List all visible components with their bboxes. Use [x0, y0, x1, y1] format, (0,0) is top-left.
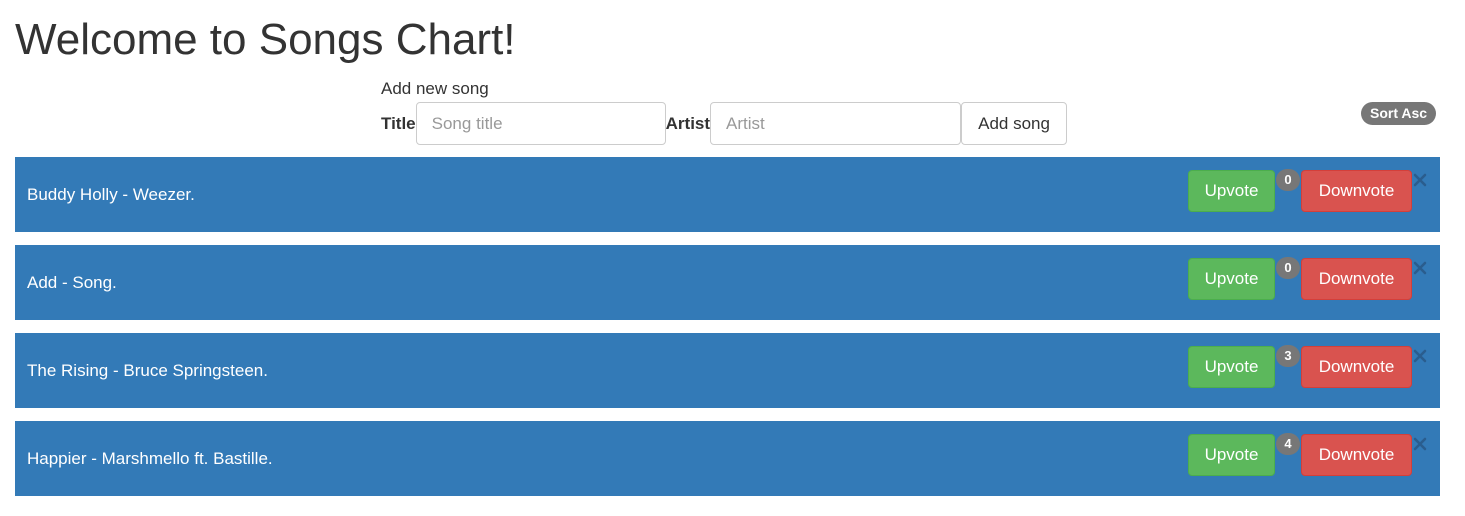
add-song-form: Add new song Title Artist Add song — [381, 78, 1068, 145]
upvote-button[interactable]: Upvote — [1188, 434, 1275, 476]
upvote-button[interactable]: Upvote — [1188, 258, 1275, 300]
downvote-button[interactable]: Downvote — [1301, 258, 1412, 300]
close-icon[interactable] — [1412, 172, 1428, 188]
vote-count: 3 — [1275, 345, 1301, 388]
artist-input[interactable] — [710, 102, 962, 145]
add-song-button[interactable]: Add song — [961, 102, 1068, 145]
sort-asc-button[interactable]: Sort Asc — [1361, 102, 1437, 125]
title-label: Title — [381, 113, 416, 133]
song-label: Happier - Marshmello ft. Bastille. — [27, 449, 273, 468]
vote-count: 4 — [1275, 433, 1301, 476]
close-icon[interactable] — [1412, 436, 1428, 452]
song-row: Buddy Holly - Weezer. Upvote 0 Downvote — [15, 157, 1440, 232]
artist-label: Artist — [665, 113, 711, 133]
upvote-button[interactable]: Upvote — [1188, 346, 1275, 388]
song-row: Add - Song. Upvote 0 Downvote — [15, 245, 1440, 320]
page-title: Welcome to Songs Chart! — [15, 15, 516, 64]
vote-count-badge: 4 — [1276, 433, 1300, 455]
vote-controls: Upvote 4 Downvote — [1188, 433, 1412, 476]
downvote-button[interactable]: Downvote — [1301, 346, 1412, 388]
vote-count-badge: 0 — [1276, 169, 1300, 191]
vote-controls: Upvote 3 Downvote — [1188, 345, 1412, 388]
vote-count: 0 — [1275, 257, 1301, 300]
song-label: The Rising - Bruce Springsteen. — [27, 361, 268, 380]
vote-count: 0 — [1275, 169, 1301, 212]
song-title-input[interactable] — [415, 102, 666, 145]
song-row: Happier - Marshmello ft. Bastille. Upvot… — [15, 421, 1440, 496]
vote-count-badge: 0 — [1276, 257, 1300, 279]
add-song-heading: Add new song — [381, 79, 489, 98]
add-song-row: Title Artist Add song — [381, 102, 1068, 145]
downvote-button[interactable]: Downvote — [1301, 434, 1412, 476]
song-list: Buddy Holly - Weezer. Upvote 0 Downvote … — [15, 157, 1440, 509]
downvote-button[interactable]: Downvote — [1301, 170, 1412, 212]
song-label: Add - Song. — [27, 273, 117, 292]
song-row: The Rising - Bruce Springsteen. Upvote 3… — [15, 333, 1440, 408]
close-icon[interactable] — [1412, 260, 1428, 276]
vote-controls: Upvote 0 Downvote — [1188, 169, 1412, 212]
close-icon[interactable] — [1412, 348, 1428, 364]
upvote-button[interactable]: Upvote — [1188, 170, 1275, 212]
song-label: Buddy Holly - Weezer. — [27, 185, 195, 204]
vote-count-badge: 3 — [1276, 345, 1300, 367]
vote-controls: Upvote 0 Downvote — [1188, 257, 1412, 300]
